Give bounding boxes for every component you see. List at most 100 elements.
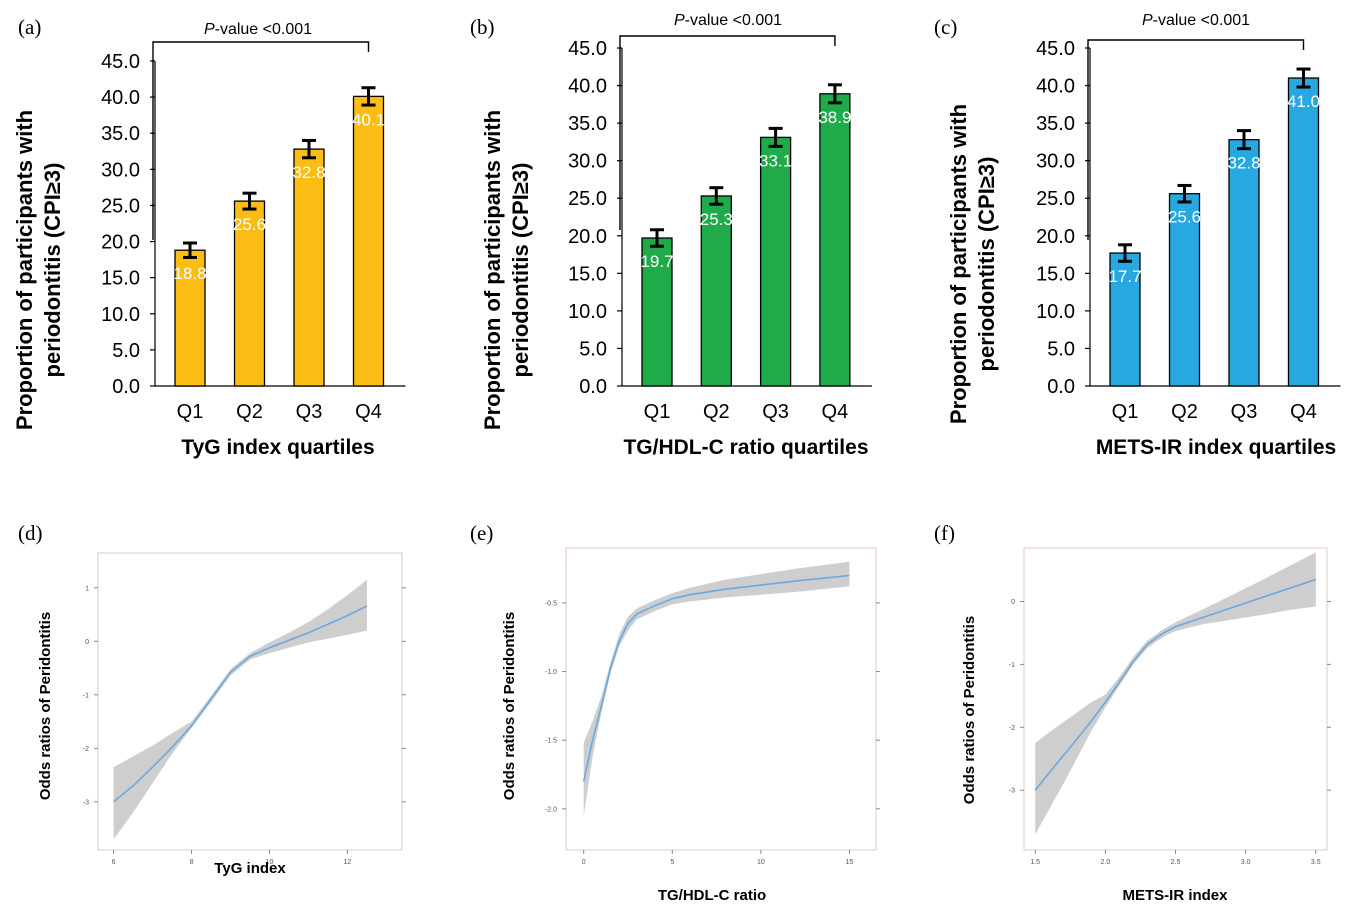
x-axis-label: TG/HDL-C ratio (658, 887, 766, 904)
y-tick-label: 10.0 (101, 304, 140, 326)
bar (1228, 138, 1260, 387)
y-tick-label: -2 (1009, 725, 1015, 732)
y-tick-label: -2.0 (545, 806, 557, 813)
y-tick-label: 20.0 (1036, 226, 1075, 248)
x-tick-label: 8 (190, 859, 194, 866)
significance-bracket (619, 35, 836, 230)
bar (759, 136, 792, 387)
y-axis-label-line1: Proportion of participants with (12, 110, 37, 430)
p-value-text: -value <0.001 (685, 12, 783, 29)
y-axis-label-line2: periodontitis (CPI≥3) (40, 163, 65, 378)
spline-chart-e: 0 5 10 15 -2.0 -1.5 -1.0 -0.5 Odds ratios of Per… (501, 547, 880, 904)
x-tick-label: 12 (344, 859, 352, 866)
y-tick-label: 40.0 (1036, 76, 1075, 98)
y-tick-label: -3 (1009, 788, 1015, 795)
y-tick-label: -0.5 (545, 600, 557, 607)
bar-chart-a: 0.0 5.0 10.0 15.0 20.0 25.0 30.0 35.0 40.0 45.0 18… (12, 21, 406, 459)
bar (700, 195, 732, 387)
p-value-italic: P (1142, 12, 1153, 29)
bar-value-label: 25.6 (233, 215, 266, 234)
bar-value-label: 33.1 (759, 151, 792, 170)
x-tick-label: 10 (757, 859, 765, 866)
y-tick-label: 15.0 (1036, 263, 1075, 285)
y-tick-label: 5.0 (112, 340, 140, 362)
x-tick-label: Q1 (644, 401, 671, 423)
y-tick-label: 0 (1011, 599, 1015, 606)
bar-value-label: 18.8 (173, 264, 206, 283)
bar (352, 95, 385, 387)
y-tick-label: 30.0 (101, 159, 140, 181)
x-tick-label: Q3 (762, 401, 789, 423)
y-tick-label: 1 (85, 585, 89, 592)
panel-label-c: (c) (934, 15, 957, 39)
bar-value-label: 25.6 (1168, 208, 1201, 227)
panel-label-f: (f) (934, 521, 955, 545)
x-tick-label: Q2 (1171, 401, 1198, 423)
y-tick-label: -2 (83, 746, 89, 753)
y-tick-label: 0.0 (1047, 376, 1075, 398)
significance-bracket (1087, 39, 1305, 240)
y-tick-label: 0.0 (112, 376, 140, 398)
plot-frame (565, 547, 877, 851)
y-tick-label: -1.5 (545, 738, 557, 745)
bar-value-label: 32.8 (1227, 154, 1260, 173)
y-tick-label: 20.0 (568, 226, 607, 248)
y-axis-label-line1: Proportion of participants with (480, 110, 505, 430)
spline-line (1034, 578, 1317, 791)
p-value-italic: P (204, 21, 215, 38)
x-tick-label: 3.5 (1311, 859, 1321, 866)
x-tick-label: 5 (670, 859, 674, 866)
y-tick-label: 45.0 (568, 38, 607, 60)
x-tick-label: Q4 (1290, 401, 1317, 423)
spline-chart-f: 1.5 2.0 2.5 3.0 3.5 -3 -2 -1 0 Odds ratios of Per… (961, 547, 1331, 904)
x-tick-label: Q3 (1231, 401, 1258, 423)
p-value-italic: P (674, 12, 685, 29)
plot-frame (97, 552, 403, 851)
panel-label-e: (e) (470, 521, 493, 545)
x-axis-label: TG/HDL-C ratio quartiles (623, 436, 868, 459)
x-tick-label: 6 (112, 859, 116, 866)
x-axis-label: TyG index (214, 860, 286, 877)
y-tick-label: 25.0 (568, 188, 607, 210)
y-tick-label: 35.0 (101, 123, 140, 145)
bar (1109, 252, 1141, 387)
x-tick-label: 2.0 (1100, 859, 1110, 866)
p-value-text: -value <0.001 (215, 21, 313, 38)
y-tick-label: 45.0 (1036, 38, 1075, 60)
bar (174, 249, 206, 387)
y-axis-label: Odds ratios of Peridontitis (37, 612, 54, 800)
y-tick-label: 30.0 (568, 151, 607, 173)
bar-value-label: 41.0 (1287, 92, 1320, 111)
y-tick-label: 5.0 (1047, 338, 1075, 360)
spline-line (582, 574, 850, 782)
y-tick-label: 25.0 (101, 195, 140, 217)
x-tick-label: Q3 (296, 401, 323, 423)
bar (293, 148, 325, 387)
bar-chart-c: 0.0 5.0 10.0 15.0 20.0 25.0 30.0 35.0 40.0 45.0 17… (946, 12, 1341, 459)
y-tick-label: 5.0 (579, 338, 607, 360)
y-tick-label: 15.0 (101, 268, 140, 290)
spline-chart-d: 6 8 10 12 -3 -2 -1 0 1 Odds ratios of Peridontiti… (37, 552, 406, 877)
x-axis-label: METS-IR index (1122, 887, 1228, 904)
y-tick-label: -1.0 (545, 669, 557, 676)
bar-value-label: 38.9 (818, 108, 851, 127)
bar (1168, 193, 1201, 387)
panel-label-d: (d) (18, 521, 43, 545)
x-tick-label: 2.5 (1171, 859, 1181, 866)
x-tick-label: Q2 (236, 401, 263, 423)
x-axis-label: METS-IR index quartiles (1096, 436, 1336, 459)
x-axis-label: TyG index quartiles (181, 436, 374, 459)
y-tick-label: 10.0 (568, 301, 607, 323)
y-tick-label: 25.0 (1036, 188, 1075, 210)
bar-value-label: 32.8 (292, 163, 325, 182)
y-axis-label-line2: periodontitis (CPI≥3) (974, 157, 999, 372)
confidence-band (1035, 552, 1316, 835)
spline-line (113, 605, 368, 803)
y-tick-label: 30.0 (1036, 151, 1075, 173)
x-tick-label: 0 (582, 859, 586, 866)
x-tick-label: 3.0 (1241, 859, 1251, 866)
x-tick-label: 10 (266, 859, 274, 866)
bar-value-label: 19.7 (640, 252, 673, 271)
panel-label-b: (b) (470, 15, 495, 39)
y-tick-label: -1 (83, 692, 89, 699)
